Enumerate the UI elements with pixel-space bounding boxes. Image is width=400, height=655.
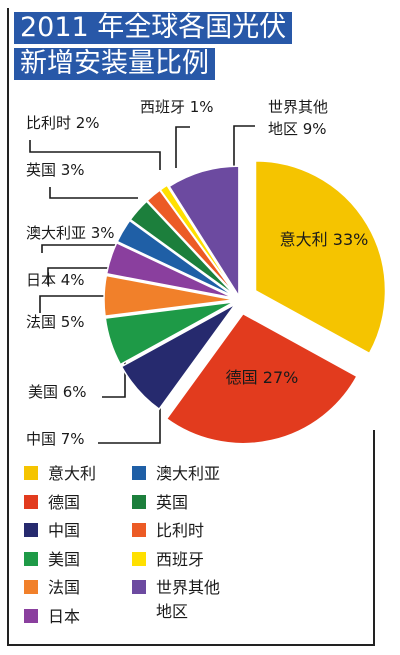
frame-bottom-rule <box>7 644 375 646</box>
legend-swatch <box>24 466 38 480</box>
legend-swatch <box>24 608 38 623</box>
legend-item-9: 西班牙 <box>132 548 204 572</box>
legend-swatch <box>132 580 146 594</box>
slice-0 <box>254 160 387 355</box>
slice-label-8: 比利时 2% <box>26 114 100 132</box>
leader-line-6 <box>41 244 120 253</box>
legend-label: 美国 <box>48 549 81 569</box>
leader-line-9 <box>175 126 190 168</box>
legend-label: 世界其他 地区 <box>156 578 221 621</box>
slice-10 <box>168 165 240 299</box>
leader-line-5 <box>47 267 112 285</box>
slice-9 <box>159 184 238 296</box>
leader-lines <box>29 125 255 444</box>
frame-right-rule <box>373 430 375 646</box>
legend-label: 比利时 <box>156 521 205 540</box>
legend-swatch <box>24 580 38 594</box>
frame-left-rule <box>7 8 9 646</box>
slice-2 <box>120 303 237 411</box>
legend-item-0: 意大利 <box>24 462 96 486</box>
legend-item-4: 法国 <box>24 576 80 600</box>
legend-swatch <box>24 551 38 566</box>
slice-6 <box>116 219 236 298</box>
slice-label-3: 美国 6% <box>28 383 87 401</box>
legend-swatch <box>132 551 146 566</box>
legend-label: 澳大利亚 <box>156 464 221 483</box>
legend-item-1: 德国 <box>24 491 80 515</box>
legend-label: 意大利 <box>48 464 97 483</box>
slice-label-9: 西班牙 1% <box>140 98 214 116</box>
slice-labels: 意大利 33% 德国 27% 中国 7% 美国 6% 法国 5% 日本 4% 澳大利亚 3%… <box>26 98 368 448</box>
slice-label-0: 意大利 33% <box>280 230 369 249</box>
legend-item-10: 世界其他 地区 <box>132 576 220 624</box>
slice-5 <box>105 241 235 299</box>
title-line-1: 2011 年全球各国光伏 <box>14 12 293 44</box>
slice-7 <box>129 200 237 297</box>
legend-item-3: 美国 <box>24 548 80 572</box>
leader-line-8 <box>29 140 161 170</box>
legend-swatch <box>24 494 38 509</box>
legend-label: 英国 <box>156 492 189 512</box>
legend-item-6: 澳大利亚 <box>132 462 220 486</box>
legend-swatch <box>132 466 146 480</box>
slice-1 <box>165 312 358 445</box>
legend-label: 德国 <box>48 492 81 512</box>
slice-label-1: 德国 27% <box>226 368 299 387</box>
leader-line-10 <box>233 125 255 170</box>
slice-3 <box>104 301 235 366</box>
pie-slices <box>103 160 387 445</box>
leader-line-4 <box>39 295 110 313</box>
slice-label-7: 英国 3% <box>26 161 85 179</box>
legend-item-8: 比利时 <box>132 519 204 543</box>
chart-title: 2011 年全球各国光伏 新增安装量比例 <box>14 12 293 80</box>
legend-item-5: 日本 <box>24 605 80 629</box>
legend-label: 法国 <box>48 578 81 597</box>
legend-swatch <box>132 494 146 509</box>
legend-label: 西班牙 <box>156 549 205 569</box>
legend-item-7: 英国 <box>132 491 188 515</box>
slice-label-5: 日本 4% <box>26 271 85 289</box>
legend-label: 日本 <box>48 606 81 626</box>
slice-label-2: 中国 7% <box>26 430 85 448</box>
legend-item-2: 中国 <box>24 519 80 543</box>
slice-4 <box>103 274 235 317</box>
title-line-2: 新增安装量比例 <box>14 48 215 80</box>
legend: 意大利德国中国美国法国日本 澳大利亚英国比利时西班牙世界其他 地区 <box>24 462 324 642</box>
legend-swatch <box>24 523 38 537</box>
leader-line-7 <box>49 187 138 199</box>
slice-label-4: 法国 5% <box>26 313 85 331</box>
slice-label-10: 世界其他地区 9% <box>268 98 328 138</box>
legend-label: 中国 <box>48 521 81 540</box>
legend-swatch <box>132 523 146 537</box>
slice-label-6: 澳大利亚 3% <box>26 224 115 242</box>
leader-line-2 <box>98 395 161 444</box>
